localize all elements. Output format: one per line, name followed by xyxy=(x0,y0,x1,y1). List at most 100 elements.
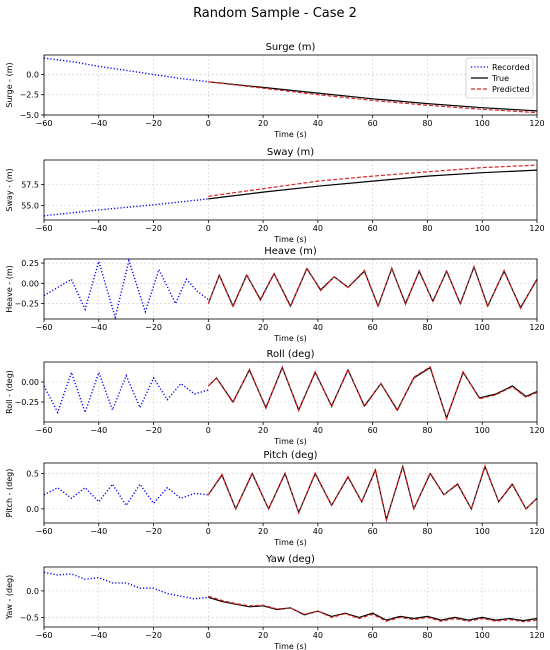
x-tick-label: 80 xyxy=(422,631,432,640)
y-tick-label: 0.00 xyxy=(21,378,39,387)
y-axis-label: Roll - (deg) xyxy=(5,370,14,414)
x-tick-label: 60 xyxy=(368,224,378,233)
series-line-predicted xyxy=(208,164,538,197)
y-axis-label: Yaw - (deg) xyxy=(5,575,14,621)
x-tick-label: 0 xyxy=(206,323,211,332)
y-tick-label: 55.0 xyxy=(21,202,39,211)
y-axis-label: Pitch - (deg) xyxy=(5,469,14,518)
panel-title: Pitch (deg) xyxy=(263,450,317,461)
y-tick-label: 0.0 xyxy=(26,587,39,596)
x-tick-label: 20 xyxy=(258,631,268,640)
y-tick-label: 0.00 xyxy=(21,279,39,288)
x-tick-label: 40 xyxy=(313,426,323,435)
x-tick-label: 100 xyxy=(475,527,490,536)
y-axis-label: Heave - (m) xyxy=(5,265,14,313)
series-line-recorded xyxy=(43,571,209,600)
x-tick-label: 80 xyxy=(422,224,432,233)
x-tick-label: −60 xyxy=(36,323,53,332)
x-tick-label: 80 xyxy=(422,119,432,128)
x-tick-label: −40 xyxy=(90,426,107,435)
legend-label-true: True xyxy=(491,74,509,83)
chart-panel-0: Surge (m) −60 −40 −20 0 20 40 60 80 100 120 −5.0 −2.… xyxy=(5,42,545,139)
x-tick-label: 0 xyxy=(206,119,211,128)
y-tick-label: −0.25 xyxy=(14,398,39,407)
y-tick-label: 0.0 xyxy=(26,70,39,79)
x-axis-label: Time (s) xyxy=(273,235,307,244)
panel-title: Surge (m) xyxy=(266,42,316,53)
x-tick-label: 20 xyxy=(258,119,268,128)
x-tick-label: 20 xyxy=(258,426,268,435)
x-tick-label: −60 xyxy=(36,119,53,128)
plot-frame xyxy=(43,54,538,116)
x-tick-label: 0 xyxy=(206,224,211,233)
x-tick-label: 100 xyxy=(475,323,490,332)
x-tick-label: −20 xyxy=(145,119,162,128)
x-tick-label: −20 xyxy=(145,224,162,233)
x-tick-label: 100 xyxy=(475,224,490,233)
chart-panel-1: Sway (m) −60 −40 −20 0 20 40 60 80 100 120 55.0 57.5… xyxy=(5,147,545,244)
x-tick-label: −20 xyxy=(145,323,162,332)
x-tick-label: 40 xyxy=(313,323,323,332)
y-tick-label: −2.5 xyxy=(20,91,39,100)
series-line-recorded xyxy=(43,370,209,415)
x-tick-label: 40 xyxy=(313,527,323,536)
plot-frame xyxy=(43,258,538,320)
plot-frame xyxy=(43,361,538,423)
x-tick-label: 80 xyxy=(422,527,432,536)
x-axis-label: Time (s) xyxy=(273,642,307,650)
panel-title: Heave (m) xyxy=(264,246,317,257)
x-tick-label: 120 xyxy=(529,323,544,332)
x-axis-label: Time (s) xyxy=(273,437,307,446)
x-tick-label: −20 xyxy=(145,426,162,435)
y-axis-label: Surge - (m) xyxy=(5,62,14,107)
x-tick-label: 0 xyxy=(206,426,211,435)
x-axis-label: Time (s) xyxy=(273,130,307,139)
x-tick-label: −40 xyxy=(90,119,107,128)
x-tick-label: −60 xyxy=(36,426,53,435)
y-tick-label: −0.5 xyxy=(20,613,39,622)
x-tick-label: −40 xyxy=(90,631,107,640)
y-tick-label: 0.25 xyxy=(21,259,39,268)
x-tick-label: 100 xyxy=(475,631,490,640)
x-tick-label: 60 xyxy=(368,426,378,435)
series-line-true xyxy=(208,169,538,200)
x-tick-label: 60 xyxy=(368,323,378,332)
x-tick-label: 40 xyxy=(313,224,323,233)
x-tick-label: 0 xyxy=(206,631,211,640)
x-tick-label: 20 xyxy=(258,224,268,233)
y-tick-label: −0.25 xyxy=(14,300,39,309)
series-line-predicted xyxy=(207,365,538,421)
series-line-recorded xyxy=(43,198,209,217)
legend-label-recorded: Recorded xyxy=(492,63,530,72)
y-tick-label: 57.5 xyxy=(21,181,39,190)
panel-title: Yaw (deg) xyxy=(265,554,315,565)
series-line-predicted xyxy=(207,264,538,310)
panel-title: Sway (m) xyxy=(267,147,314,158)
legend: Recorded True Predicted xyxy=(465,57,534,99)
x-tick-label: −40 xyxy=(90,323,107,332)
series-line-recorded xyxy=(43,57,209,83)
legend-label-predicted: Predicted xyxy=(492,85,530,94)
chart-panel-4: Pitch (deg) −60 −40 −20 0 20 40 60 80 100 120 0.0 0.… xyxy=(5,450,545,547)
x-tick-label: 0 xyxy=(206,527,211,536)
chart-panel-5: Yaw (deg) −60 −40 −20 0 20 40 60 80 100 120 −0.5 0.0… xyxy=(5,554,545,650)
series-line-predicted xyxy=(208,81,538,114)
x-tick-label: 100 xyxy=(475,119,490,128)
series-line-recorded xyxy=(43,482,209,507)
chart-panels: Surge (m) −60 −40 −20 0 20 40 60 80 100 120 −5.0 −2.… xyxy=(5,42,545,650)
x-tick-label: 120 xyxy=(529,631,544,640)
x-tick-label: 60 xyxy=(368,119,378,128)
legend-box xyxy=(465,57,534,99)
series-line-predicted xyxy=(207,463,538,523)
series-line-true xyxy=(208,81,538,112)
x-tick-label: −20 xyxy=(145,631,162,640)
plot-frame xyxy=(43,462,538,524)
x-tick-label: −20 xyxy=(145,527,162,536)
x-tick-label: 40 xyxy=(313,631,323,640)
plot-frame xyxy=(43,566,538,628)
x-tick-label: 120 xyxy=(529,426,544,435)
x-tick-label: 120 xyxy=(529,527,544,536)
x-tick-label: −40 xyxy=(90,224,107,233)
y-tick-label: 0.0 xyxy=(26,505,39,514)
